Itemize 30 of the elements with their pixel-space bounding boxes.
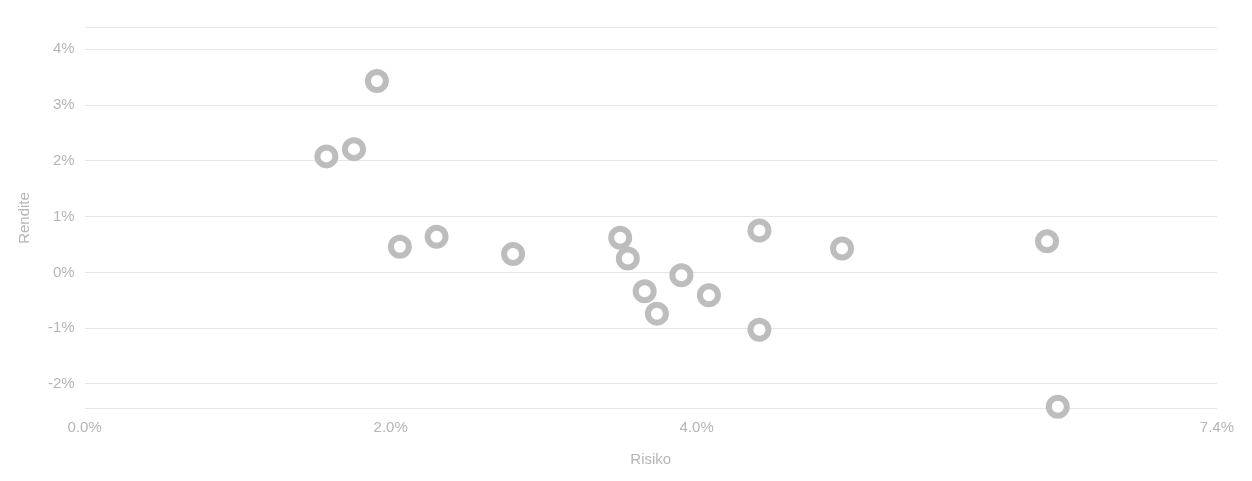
point bbox=[644, 301, 669, 326]
y-tick-label: 0% bbox=[52, 262, 75, 280]
y-axis-title: Rendite bbox=[15, 192, 33, 244]
y-tick-label: 2% bbox=[52, 150, 75, 168]
x-axis-title: Risiko bbox=[630, 450, 672, 468]
point bbox=[747, 218, 772, 243]
y-tick-label: -2% bbox=[47, 374, 75, 392]
y-tick-label: 3% bbox=[52, 95, 75, 113]
y-tick-label: 1% bbox=[52, 206, 75, 224]
point bbox=[632, 279, 657, 304]
x-tick-label: 0.0% bbox=[67, 418, 102, 436]
point bbox=[424, 224, 449, 249]
x-tick-label: 2.0% bbox=[373, 418, 408, 436]
point bbox=[696, 283, 721, 308]
x-tick-label: 4.0% bbox=[679, 418, 714, 436]
y-tick-label: 4% bbox=[52, 39, 75, 57]
y-tick-label: -1% bbox=[47, 318, 75, 336]
point bbox=[1035, 229, 1060, 254]
point bbox=[387, 234, 412, 259]
point bbox=[615, 246, 640, 271]
point bbox=[341, 137, 366, 162]
point bbox=[747, 317, 772, 342]
x-tick-label: 7.4% bbox=[1199, 418, 1235, 436]
point bbox=[830, 236, 855, 261]
point bbox=[501, 241, 526, 266]
point bbox=[364, 69, 389, 94]
point bbox=[608, 225, 633, 250]
point bbox=[1045, 394, 1070, 419]
point bbox=[669, 263, 694, 288]
point bbox=[314, 144, 339, 169]
